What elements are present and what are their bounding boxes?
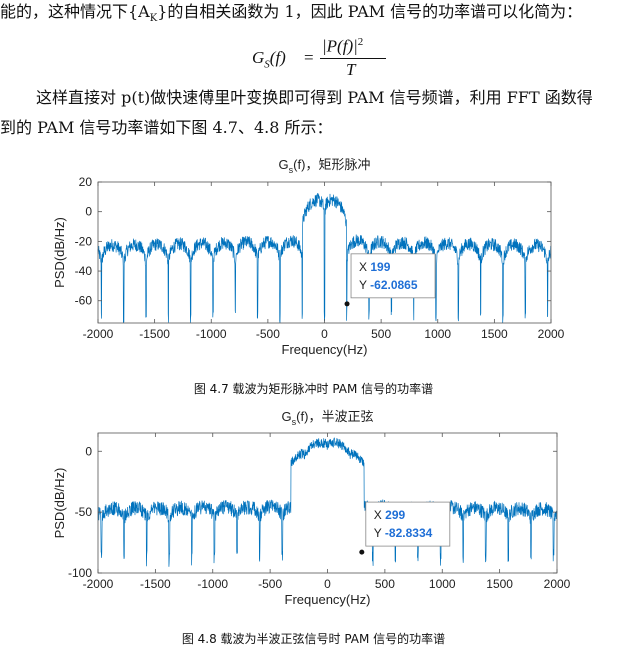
datatip-box [350, 253, 436, 299]
formula-fraction-bar [320, 58, 386, 59]
datatip-marker [359, 549, 365, 555]
formula-lhs: GS(f) [252, 48, 286, 70]
psd-trace [97, 192, 552, 324]
formula-g-arg: (f) [269, 48, 286, 67]
formula-num-text: |P(f)| [322, 36, 358, 56]
x-tick-label: -2000 [83, 577, 114, 591]
x-tick-label: -1000 [196, 327, 227, 341]
y-axis-label: PSD(dB/Hz) [52, 468, 67, 539]
figure-4-7-caption: 图 4.7 载波为矩形脉冲时 PAM 信号的功率谱 [193, 382, 434, 396]
y-axis-label: PSD(dB/Hz) [52, 217, 67, 288]
text-paragraph-line-1: 这样直接对 p(t)做快速傅里叶变换即可得到 PAM 信号频谱，利用 FFT 函… [36, 88, 593, 107]
y-tick-label: -100 [68, 566, 92, 580]
formula-num-sup: 2 [357, 36, 364, 48]
psd-formula: GS(f) = |P(f)|2 T [252, 36, 392, 80]
x-axis-label: Frequency(Hz) [285, 592, 371, 607]
x-tick-label: -1500 [139, 327, 170, 341]
formula-g: G [252, 48, 265, 67]
x-tick-label: 0 [321, 327, 328, 341]
x-axis-label: Frequency(Hz) [282, 342, 368, 357]
x-tick-label: 1000 [429, 577, 456, 591]
formula-denominator: T [346, 60, 356, 79]
x-tick-label: 500 [375, 577, 395, 591]
chart-title: Gs(f)，矩形脉冲 [279, 157, 371, 175]
text-line-1: 能的，这种情况下{AK}的自相关函数为 1，因此 PAM 信号的功率谱可以化简为… [0, 2, 582, 29]
text-paragraph-line-2: 到的 PAM 信号功率谱如下图 4.7、4.8 所示： [0, 118, 333, 137]
text-line-1-part-a: 能的，这种情况下{A [0, 2, 150, 21]
datatip-x-row: X 199 [359, 260, 391, 274]
y-tick-label: -20 [75, 234, 93, 248]
datatip-y-row: Y -62.0865 [359, 278, 418, 292]
formula-numerator: |P(f)|2 [322, 36, 363, 57]
figure-4-8-caption: 图 4.8 载波为半波正弦信号时 PAM 信号的功率谱 [181, 632, 446, 646]
datatip-marker [344, 301, 350, 307]
y-tick-label: -50 [75, 505, 93, 519]
y-tick-label: -40 [75, 264, 93, 278]
x-tick-label: 1000 [424, 327, 451, 341]
x-tick-label: 2000 [544, 577, 571, 591]
y-tick-label: 20 [79, 175, 93, 189]
x-tick-label: -1500 [140, 577, 171, 591]
formula-equals: = [304, 48, 314, 67]
plot-frame [97, 432, 558, 574]
figure-4-7-chart: Gs(f)，矩形脉冲 -2000 -1500 -1000 -500 0 500 1000 150… [52, 157, 565, 357]
x-tick-label: -1000 [197, 577, 228, 591]
psd-trace [97, 437, 558, 567]
text-line-1-sub: K [149, 13, 158, 25]
formula-g-sub: S [264, 58, 270, 71]
datatip-x-row: X 299 [374, 508, 406, 522]
x-tick-label: -2000 [83, 327, 114, 341]
y-tick-label: 0 [85, 205, 92, 219]
datatip-box [365, 501, 451, 547]
datatip-y-row: Y -82.8334 [374, 526, 433, 540]
chart-title: Gs(f)，半波正弦 [282, 409, 374, 427]
x-tick-label: 1500 [486, 577, 513, 591]
y-tick-label: 0 [85, 444, 92, 458]
y-tick-label: -60 [75, 294, 93, 308]
x-tick-label: 2000 [538, 327, 565, 341]
x-tick-label: -500 [256, 327, 280, 341]
x-tick-label: 0 [324, 577, 331, 591]
figure-4-8-chart: Gs(f)，半波正弦-2000 -1500 -1000 -500 0 500 1000 150… [52, 409, 571, 607]
x-tick-label: 1500 [481, 327, 508, 341]
x-tick-label: 500 [371, 327, 391, 341]
x-tick-label: -500 [258, 577, 282, 591]
text-line-1-part-b: }的自相关函数为 1，因此 PAM 信号的功率谱可以化简为： [157, 2, 583, 21]
